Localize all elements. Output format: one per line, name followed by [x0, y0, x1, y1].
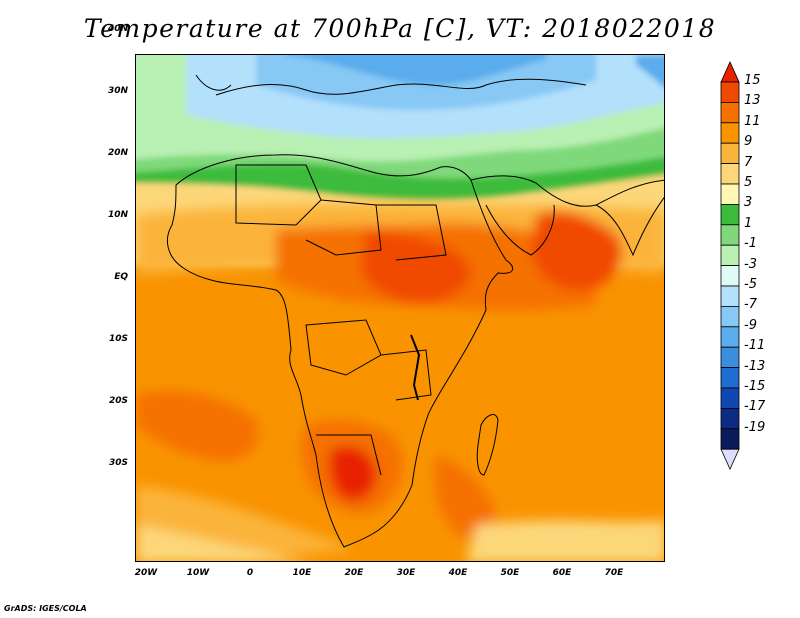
colorbar-tick-label: 9: [744, 134, 753, 150]
colorbar-swatch: [720, 285, 740, 307]
lat-label-10s: 10S: [108, 334, 128, 344]
border-south: [316, 434, 382, 476]
lon-label-20w: 20W: [134, 568, 158, 578]
border-east-sahara: [376, 204, 447, 261]
colorbar-tick-label: 3: [744, 195, 753, 211]
lon-label-10w: 10W: [186, 568, 210, 578]
colorbar-tick-label: -7: [744, 297, 757, 313]
arabia-coast: [470, 175, 664, 207]
colorbar-swatch: [720, 407, 740, 430]
lon-label-0: 0: [246, 568, 254, 578]
lat-label-30s: 30S: [108, 458, 128, 468]
colorbar-swatch: [720, 163, 740, 185]
colorbar-swatch: [720, 203, 740, 226]
temperature-map: [136, 55, 664, 561]
border-north: [235, 164, 322, 226]
coastlines: [166, 74, 664, 548]
lat-label-30n: 30N: [107, 86, 128, 96]
europe-coast: [215, 78, 587, 96]
iberia-coast: [195, 74, 232, 91]
border-sahel: [305, 199, 382, 256]
colorbar-bottom-arrow: [720, 448, 740, 471]
footer-credit: GrADS: IGES/COLA: [4, 604, 87, 613]
colorbar-swatch: [720, 387, 740, 409]
red-sea-coast: [485, 204, 555, 256]
colorbar-tick-label: -17: [744, 399, 766, 415]
colorbar-swatch: [720, 102, 740, 124]
colorbar-tick-label: -11: [744, 338, 766, 354]
colorbar-tick-label: -19: [744, 419, 766, 435]
lon-label-70e: 70E: [604, 568, 624, 578]
chart-title: Temperature at 700hPa [C], VT: 201802201…: [83, 14, 717, 43]
colorbar-swatch: [720, 367, 740, 389]
colorbar-swatch: [720, 122, 740, 144]
colorbar-swatch: [720, 265, 740, 287]
madagascar-coast: [476, 414, 499, 476]
colorbar-tick-label: -5: [744, 277, 757, 292]
lat-label-20s: 20S: [108, 396, 128, 406]
border-east-central: [380, 349, 432, 401]
colorbar: [720, 61, 740, 471]
colorbar-tick-label: -13: [744, 358, 766, 374]
great-lakes: [410, 334, 421, 401]
colorbar-swatch: [720, 244, 740, 266]
lon-label-40e: 40E: [448, 568, 468, 578]
india-coast: [595, 196, 664, 257]
colorbar-swatch: [720, 183, 740, 205]
colorbar-swatch: [720, 326, 740, 348]
map-panel: [135, 54, 665, 562]
colorbar-tick-label: 7: [744, 154, 753, 170]
colorbar-swatch: [720, 305, 740, 328]
colorbar-swatch: [720, 428, 740, 450]
lat-label-10n: 10N: [107, 210, 128, 220]
colorbar-swatch: [720, 346, 740, 369]
lat-label-eq: EQ: [114, 272, 128, 282]
colorbar-tick-label: -3: [744, 256, 757, 272]
lon-label-60e: 60E: [552, 568, 572, 578]
lon-label-30e: 30E: [396, 568, 416, 578]
border-central: [305, 319, 382, 376]
colorbar-tick-label: 11: [744, 113, 761, 129]
colorbar-tick-label: 15: [744, 73, 761, 88]
colorbar-swatch: [720, 224, 740, 246]
colorbar-tick-label: -15: [744, 379, 766, 394]
lat-label-40n: 40N: [107, 24, 128, 34]
africa-coast: [166, 154, 514, 548]
colorbar-tick-label: 1: [744, 215, 753, 231]
colorbar-tick-label: 5: [744, 175, 753, 190]
lat-label-20n: 20N: [107, 148, 128, 158]
lon-label-20e: 20E: [344, 568, 364, 578]
colorbar-tick-label: -9: [744, 317, 757, 333]
shaded-field-tropics: [136, 203, 664, 561]
colorbar-tick-label: -1: [744, 236, 757, 252]
shaded-field-north: [136, 55, 664, 265]
colorbar-top-arrow: [720, 61, 740, 83]
lon-label-10e: 10E: [292, 568, 312, 578]
colorbar-swatch: [720, 142, 740, 164]
colorbar-swatch: [720, 81, 740, 103]
colorbar-tick-label: 13: [744, 93, 761, 109]
lon-label-50e: 50E: [500, 568, 520, 578]
